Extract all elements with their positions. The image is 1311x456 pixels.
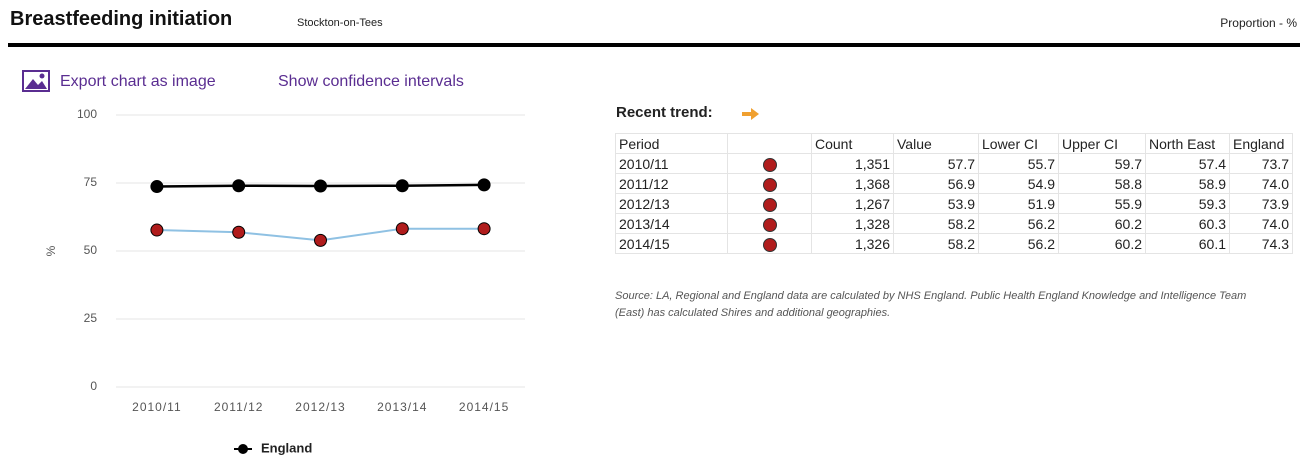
table-row: 2014/15 1,326 58.2 56.2 60.2 60.1 74.3 (615, 233, 1293, 254)
data-point (477, 178, 491, 192)
column-header: Value (893, 133, 979, 154)
source-note: Source: LA, Regional and England data ar… (615, 290, 1247, 319)
column-header: Period (615, 133, 728, 154)
y-tick-label: 75 (84, 175, 98, 189)
data-point (232, 179, 246, 193)
table-cell: 73.9 (1229, 193, 1293, 214)
x-tick-label: 2011/12 (214, 400, 264, 414)
x-tick-label: 2010/11 (132, 400, 182, 414)
table-cell: 73.7 (1229, 153, 1293, 174)
table-cell: 2012/13 (615, 193, 728, 214)
significance-cell (727, 233, 812, 254)
table-cell: 1,267 (811, 193, 894, 214)
header-rule (8, 43, 1300, 47)
table-cell: 54.9 (978, 173, 1059, 194)
table-cell: 53.9 (893, 193, 979, 214)
column-header: Count (811, 133, 894, 154)
trend-arrow (742, 108, 759, 120)
trend-label: Recent trend: (616, 104, 713, 121)
table-cell: 2014/15 (615, 233, 728, 254)
data-point (395, 179, 409, 193)
data-point (150, 223, 164, 237)
table-cell: 60.3 (1145, 213, 1230, 234)
confidence-link[interactable]: Show confidence intervals (278, 73, 464, 90)
table-row: 2010/11 1,351 57.7 55.7 59.7 57.4 73.7 (615, 153, 1293, 174)
significance-dot (762, 237, 777, 252)
table-cell: 57.4 (1145, 153, 1230, 174)
table-cell: 59.3 (1145, 193, 1230, 214)
area-name: Stockton-on-Tees (297, 17, 383, 29)
table-cell: 57.7 (893, 153, 979, 174)
legend-item: England (234, 440, 312, 455)
table-cell: 58.2 (893, 233, 979, 254)
significance-cell (727, 173, 812, 194)
table-cell: 1,351 (811, 153, 894, 174)
y-tick-label: 100 (77, 107, 97, 121)
header-row: Period Count Value Lower CI Upper CI North Ea… (615, 133, 1293, 154)
table-cell: 56.2 (978, 233, 1059, 254)
table-cell: 56.2 (978, 213, 1059, 234)
table-cell: 56.9 (893, 173, 979, 194)
table-cell: 2011/12 (615, 173, 728, 194)
table-cell: 1,368 (811, 173, 894, 194)
data-point (232, 225, 246, 239)
unit-label: Proportion - % (1220, 16, 1297, 30)
table-cell: 60.1 (1145, 233, 1230, 254)
column-header: Upper CI (1058, 133, 1146, 154)
significance-dot (762, 197, 777, 212)
significance-cell (727, 193, 812, 214)
table-cell: 51.9 (978, 193, 1059, 214)
table-cell: 1,326 (811, 233, 894, 254)
chart: 0 25 50 75 100% 2010/11 2011/12 2012/13 2013/14 2… (44, 107, 525, 455)
export-link[interactable]: Export chart as image (60, 73, 216, 90)
data-point (395, 222, 409, 236)
table-row: 2011/12 1,368 56.9 54.9 58.8 58.9 74.0 (615, 173, 1293, 194)
significance-dot (762, 157, 777, 172)
significance-cell (727, 153, 812, 174)
x-tick-label: 2013/14 (377, 400, 427, 414)
y-tick-label: 25 (84, 311, 98, 325)
table-cell: 2013/14 (615, 213, 728, 234)
table-cell: 58.9 (1145, 173, 1230, 194)
table-cell: 55.7 (978, 153, 1059, 174)
data-point (314, 179, 327, 193)
legend-marker (238, 444, 248, 454)
significance-dot (762, 217, 777, 232)
table-cell: 1,328 (811, 213, 894, 234)
data-point (150, 180, 164, 194)
y-tick-label: 50 (84, 243, 98, 257)
y-axis-label: % (44, 245, 58, 256)
page-title: Breastfeeding initiation (10, 8, 233, 30)
data-point (314, 233, 327, 247)
table-cell: 58.2 (893, 213, 979, 234)
table-cell: 74.0 (1229, 173, 1293, 194)
column-header: Lower CI (978, 133, 1059, 154)
table-row: 2013/14 1,328 58.2 56.2 60.2 60.3 74.0 (615, 213, 1293, 234)
table-cell: 60.2 (1058, 213, 1146, 234)
export-icon[interactable] (22, 70, 50, 92)
table-row: 2012/13 1,267 53.9 51.9 55.9 59.3 73.9 (615, 193, 1293, 214)
x-tick-label: 2014/15 (459, 400, 509, 414)
legend-label: England (261, 440, 312, 455)
table-cell: 59.7 (1058, 153, 1146, 174)
significance-dot (762, 177, 777, 192)
x-tick-label: 2012/13 (295, 400, 345, 414)
y-tick-label: 0 (90, 379, 97, 393)
significance-cell (727, 213, 812, 234)
column-header: England (1229, 133, 1293, 154)
table-cell: 60.2 (1058, 233, 1146, 254)
table-cell: 74.3 (1229, 233, 1293, 254)
table-cell: 55.9 (1058, 193, 1146, 214)
table-cell: 74.0 (1229, 213, 1293, 234)
data-table: Period Count Value Lower CI Upper CI North Ea… (615, 133, 1293, 254)
table-cell: 58.8 (1058, 173, 1146, 194)
data-point (477, 222, 491, 236)
column-header: North East (1145, 133, 1230, 154)
table-cell: 2010/11 (615, 153, 728, 174)
column-header (727, 133, 812, 154)
